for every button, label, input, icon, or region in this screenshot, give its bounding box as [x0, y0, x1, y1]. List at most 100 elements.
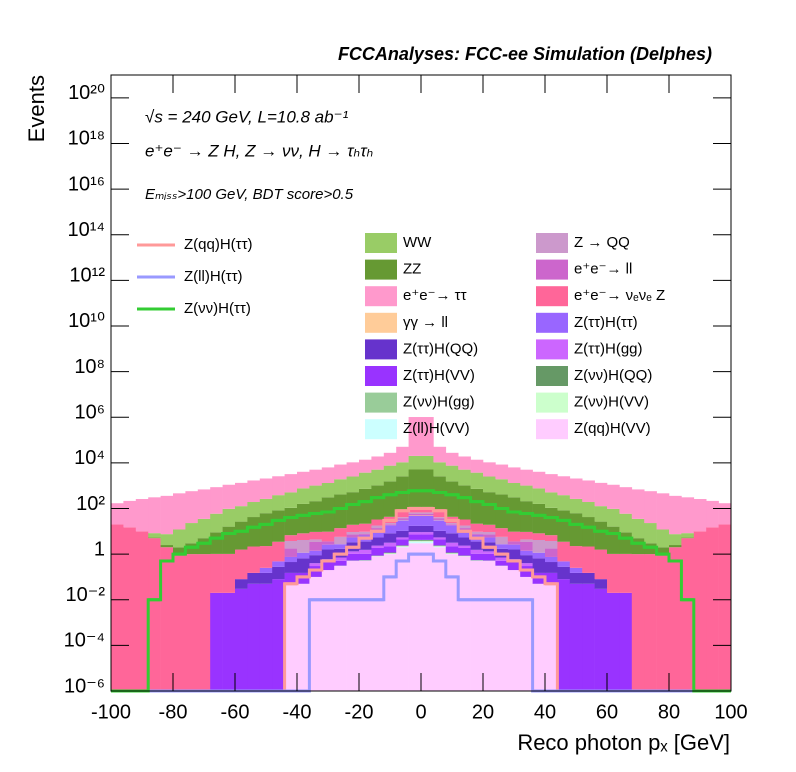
bar-segment [619, 487, 633, 514]
bar-segment [284, 492, 298, 508]
bar-segment [359, 523, 372, 532]
bar-segment [483, 560, 496, 691]
bar-segment [321, 544, 335, 550]
x-tick-label: -80 [159, 701, 188, 723]
bar-segment [346, 551, 360, 554]
bar-segment [445, 465, 459, 482]
bar-segment [483, 476, 496, 493]
bar-segment [371, 456, 385, 470]
bar-segment [272, 579, 285, 691]
bar-segment [433, 511, 447, 518]
bar-segment [371, 519, 385, 526]
legend-label: Z(νν)H(ττ) [184, 300, 251, 317]
bar-segment [247, 572, 261, 584]
bar-segment [383, 525, 397, 534]
bar-segment [284, 572, 298, 584]
bar-segment [644, 554, 657, 691]
bar-segment [532, 552, 546, 559]
bar-segment [433, 539, 447, 546]
bar-segment [445, 522, 459, 525]
legend-swatch [365, 419, 397, 440]
bar-segment [458, 545, 471, 548]
bar-segment [421, 541, 434, 544]
bar-segment [197, 518, 211, 539]
bar-segment [520, 550, 533, 556]
bar-segment [569, 478, 583, 499]
bar-segment [346, 531, 360, 535]
bar-segment [185, 523, 199, 544]
bar-segment [470, 534, 484, 536]
bar-segment [371, 525, 385, 529]
bar-segment [520, 539, 533, 542]
bar-segment [458, 547, 471, 556]
bar-segment [284, 556, 298, 563]
bar-segment [483, 551, 496, 554]
y-tick-label: 10²⁰ [68, 82, 105, 104]
bar-segment [309, 539, 323, 542]
bar-segment [545, 562, 558, 573]
bar-segment [210, 487, 223, 514]
bar-segment [135, 531, 149, 691]
bar-segment [458, 556, 471, 691]
bar-segment [470, 523, 484, 532]
bar-segment [247, 583, 261, 691]
bar-segment [185, 491, 199, 524]
bar-segment [396, 462, 409, 477]
x-tick-label: 40 [534, 701, 556, 723]
bar-segment [222, 484, 236, 509]
bar-segment [235, 579, 248, 589]
bar-segment [594, 579, 608, 589]
bar-segment [185, 554, 199, 691]
bar-segment [520, 576, 533, 691]
bar-segment [433, 537, 447, 540]
bar-segment [408, 514, 422, 516]
bar-segment [545, 474, 558, 493]
bar-segment [421, 515, 434, 526]
bar-segment [259, 583, 273, 691]
bar-segment [495, 464, 509, 480]
bar-segment [631, 554, 645, 691]
bar-segment [433, 518, 447, 520]
bar-segment [458, 485, 471, 520]
bar-segment [507, 544, 521, 550]
bar-segment [507, 560, 521, 571]
bar-segment [173, 529, 186, 548]
bar-segment [396, 517, 409, 519]
bar-segment [408, 417, 422, 456]
bar-segment [272, 495, 285, 511]
legend-label: ZZ [403, 261, 421, 278]
bar-segment [669, 534, 682, 546]
bar-segment [532, 533, 546, 541]
bar-segment [483, 462, 496, 477]
legend-label: e⁺e⁻→ ττ [403, 287, 467, 304]
bar-segment [272, 566, 285, 580]
bar-segment [272, 541, 285, 562]
bar-segment [309, 531, 323, 540]
step-outline [111, 489, 731, 693]
bar-segment [321, 549, 335, 560]
bar-segment [532, 503, 546, 534]
bar-segment [359, 534, 372, 536]
bar-segment [495, 544, 509, 549]
bar-segment [445, 554, 459, 691]
bar-segment [334, 536, 347, 545]
y-tick-label: 10¹⁰ [68, 310, 105, 332]
bar-segment [284, 583, 298, 691]
bar-segment [383, 533, 397, 543]
bar-segment [346, 492, 360, 525]
bar-segment [681, 533, 695, 538]
bar-segment [656, 493, 670, 530]
bar-segment [433, 446, 447, 463]
bar-segment [421, 540, 434, 542]
bar-segment [631, 538, 645, 555]
bar-segment [421, 469, 434, 507]
bar-segment [483, 537, 496, 543]
bar-segment [421, 525, 434, 533]
bar-segment [383, 524, 397, 526]
bar-segment [458, 530, 471, 538]
bar-segment [693, 531, 707, 691]
bar-segment [458, 537, 471, 546]
bar-segment [123, 527, 137, 691]
bar-segment [644, 491, 657, 524]
legend-swatch [536, 286, 568, 307]
